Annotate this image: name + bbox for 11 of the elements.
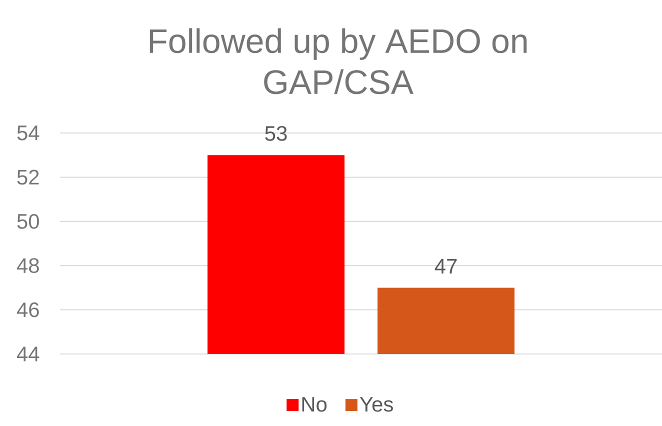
y-tick-label: 54	[17, 126, 40, 140]
y-tick-label: 52	[17, 170, 39, 185]
legend-label: Yes	[360, 397, 393, 412]
y-tick-label: 50	[17, 214, 39, 229]
y-tick-label: 44	[16, 346, 40, 362]
legend-label: No	[302, 397, 327, 412]
chart-title: Followed up by AEDO on GAP/CSA	[150, 28, 527, 94]
data-label: 53	[265, 126, 287, 141]
y-tick-label: 48	[16, 258, 39, 274]
y-tick-label: 46	[16, 302, 39, 318]
data-label: 47	[434, 259, 457, 274]
